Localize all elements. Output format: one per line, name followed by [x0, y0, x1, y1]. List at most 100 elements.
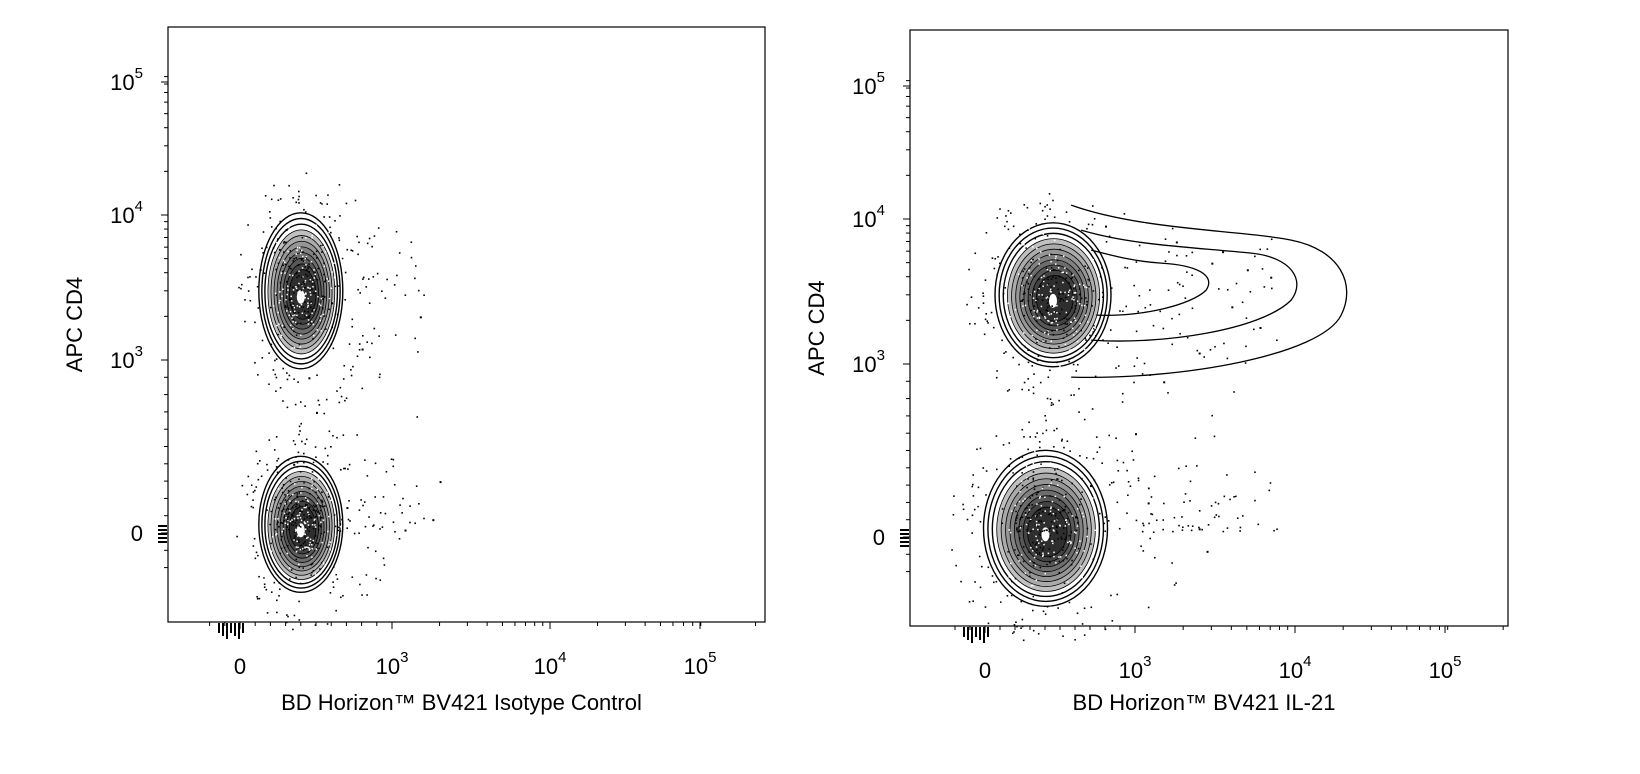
event-dot: [266, 463, 268, 466]
event-dot: [1176, 281, 1179, 284]
event-dot: [288, 184, 290, 187]
event-dot: [283, 519, 286, 522]
event-dot: [373, 524, 375, 526]
event-dot: [1050, 402, 1053, 404]
event-dot: [283, 326, 285, 328]
event-dot: [1021, 618, 1024, 621]
event-dot: [1092, 331, 1095, 333]
event-dot: [367, 278, 370, 280]
event-dot: [356, 434, 358, 436]
event-dot: [285, 621, 288, 624]
event-dot: [432, 519, 435, 522]
event-dot: [1126, 267, 1129, 269]
event-dot: [1032, 477, 1035, 480]
event-dot: [1215, 514, 1218, 516]
event-dot: [335, 609, 337, 612]
event-dot: [382, 557, 385, 560]
event-dot: [1019, 530, 1021, 532]
event-dot: [1016, 529, 1018, 531]
event-dot: [315, 194, 317, 197]
event-dot: [1214, 501, 1217, 504]
event-dot: [259, 460, 261, 462]
event-dot: [1028, 389, 1030, 391]
event-dot: [1117, 365, 1120, 367]
event-dot: [1029, 436, 1032, 438]
event-dot: [1037, 632, 1040, 635]
event-dot: [258, 597, 261, 600]
event-dot: [1068, 220, 1071, 223]
event-dot: [1035, 223, 1038, 225]
event-dot: [343, 364, 346, 367]
event-dot: [1211, 414, 1214, 417]
event-dot: [1182, 285, 1184, 287]
event-dot: [297, 451, 300, 454]
event-dot: [1052, 334, 1055, 336]
event-dot: [1176, 254, 1178, 257]
event-dot: [358, 241, 360, 244]
event-dot: [276, 238, 279, 240]
event-dot: [238, 286, 240, 289]
event-dot: [1210, 505, 1213, 507]
event-dot: [247, 276, 249, 279]
event-dot: [1245, 345, 1247, 348]
population-contour: [966, 193, 1181, 407]
event-dot: [1065, 211, 1068, 213]
event-dot: [1089, 334, 1091, 337]
event-dot: [1028, 421, 1030, 424]
event-dot: [1042, 610, 1045, 613]
event-dot: [285, 306, 287, 309]
event-dot: [286, 518, 289, 521]
event-dot: [359, 292, 361, 294]
event-dot: [273, 498, 276, 501]
event-dot: [1137, 477, 1140, 480]
event-dot: [269, 217, 272, 219]
event-dot: [260, 475, 263, 478]
event-dot: [236, 535, 238, 538]
event-dot: [1036, 513, 1039, 516]
event-dot: [1051, 305, 1053, 307]
event-dot: [348, 500, 350, 502]
event-dot: [1142, 550, 1145, 552]
event-dot: [274, 359, 276, 362]
event-dot: [1127, 494, 1129, 497]
event-dot: [273, 581, 276, 584]
event-dot: [288, 374, 291, 377]
event-dot: [1259, 326, 1262, 329]
event-dot: [415, 485, 418, 487]
event-dot: [1021, 625, 1024, 628]
event-dot: [1235, 495, 1237, 498]
event-dot: [366, 475, 369, 477]
event-dot: [304, 211, 307, 213]
event-dot: [953, 495, 955, 497]
event-dot: [1020, 600, 1023, 603]
event-dot: [1142, 522, 1144, 525]
event-dot: [256, 462, 259, 465]
event-dot: [982, 295, 985, 297]
event-dot: [1070, 531, 1072, 533]
event-dot: [1075, 529, 1078, 532]
event-dot: [336, 390, 338, 392]
event-dot: [329, 592, 332, 594]
event-dot: [374, 550, 377, 553]
event-dot: [1043, 529, 1046, 532]
event-dot: [1032, 471, 1035, 473]
event-dot: [347, 518, 350, 521]
event-dot: [966, 303, 968, 306]
outlier-events: [1015, 225, 1278, 553]
event-dot: [1038, 520, 1040, 522]
event-dot: [417, 351, 419, 353]
event-dot: [1012, 356, 1015, 359]
event-dot: [261, 339, 264, 342]
event-dot: [379, 373, 381, 376]
event-dot: [1115, 367, 1117, 369]
event-dot: [1005, 215, 1007, 217]
population-contour: [236, 422, 411, 631]
event-dot: [263, 586, 266, 588]
event-dot: [1023, 436, 1025, 438]
event-dot: [404, 529, 407, 532]
event-dot: [262, 252, 264, 254]
event-dot: [1076, 363, 1079, 366]
event-dot: [1149, 304, 1152, 306]
event-dot: [1024, 512, 1027, 514]
event-dot: [1111, 620, 1114, 622]
